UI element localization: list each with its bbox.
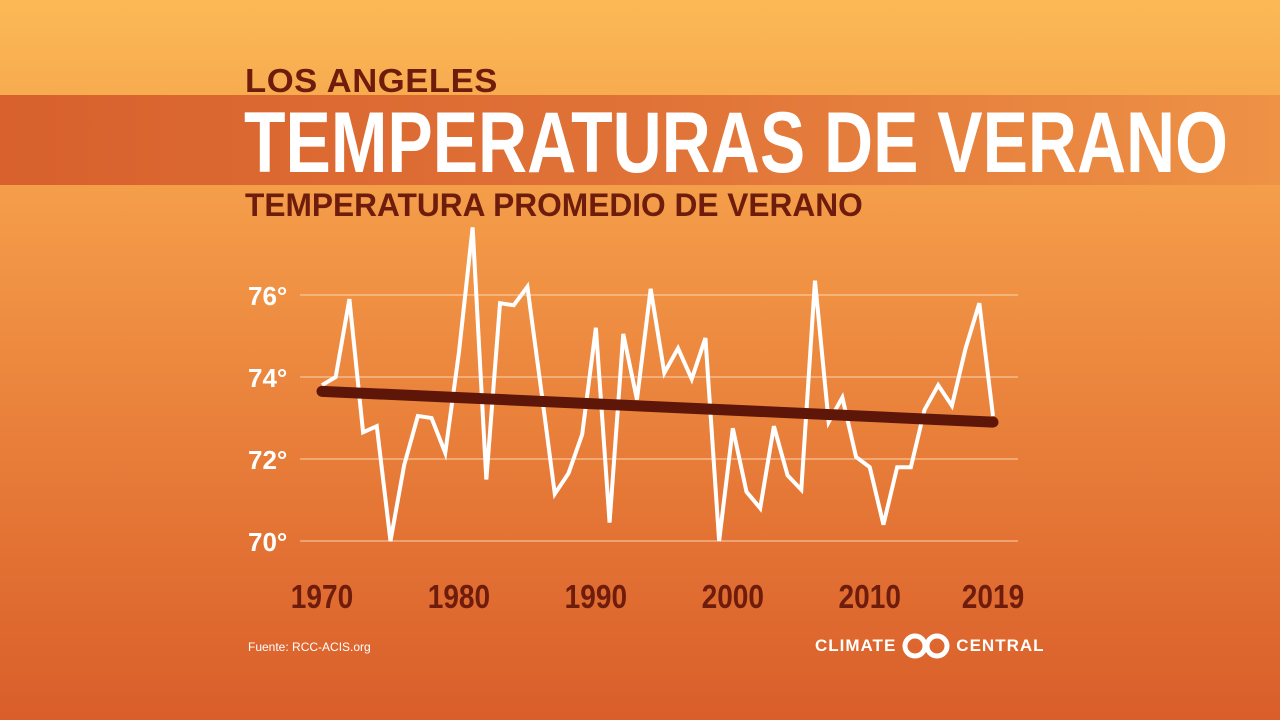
logo-text-right: CENTRAL [956,636,1045,655]
x-tick-label: 1970 [291,579,353,616]
y-tick-label: 76° [248,281,287,311]
logo-rings-icon [902,633,950,659]
y-tick-label: 70° [248,527,287,557]
temperature-series-line [320,227,995,542]
x-tick-label: 1990 [565,579,627,616]
logo-text-left: CLIMATE [815,636,897,655]
chart-subtitle: TEMPERATURA PROMEDIO DE VERANO [245,187,863,223]
trend-line [316,385,999,428]
x-tick-label: 1980 [428,579,490,616]
x-tick-label: 2000 [702,579,764,616]
x-tick-label: 2010 [839,579,901,616]
x-tick-label: 2019 [962,579,1024,616]
title-band [0,95,1280,185]
page-title: TEMPERATURAS DE VERANO [244,95,1228,191]
y-tick-label: 74° [248,363,287,393]
source-note: Fuente: RCC-ACIS.org [248,640,371,654]
city-label: LOS ANGELES [245,62,498,99]
climate-central-logo: CLIMATE CENTRAL [815,633,1045,659]
y-tick-label: 72° [248,445,287,475]
